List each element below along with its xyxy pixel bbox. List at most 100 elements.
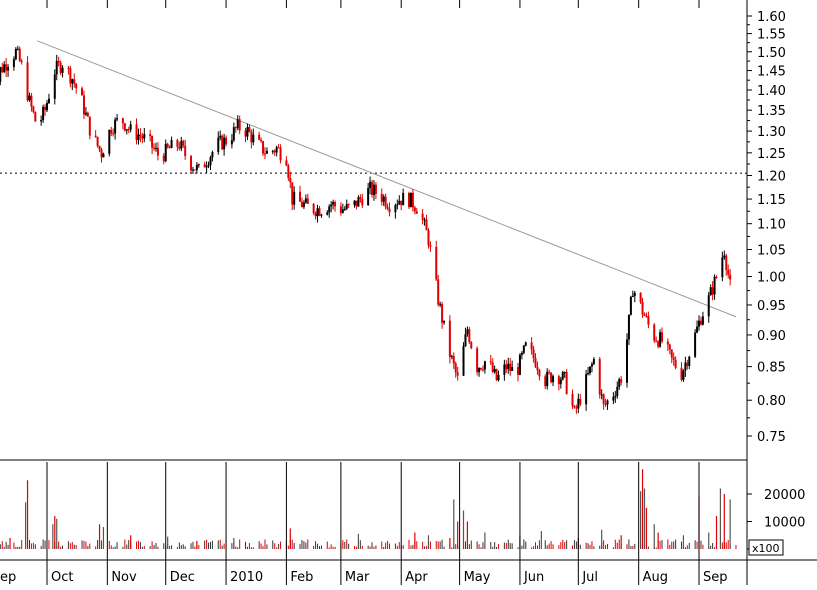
price-body (536, 366, 539, 371)
price-body (614, 396, 617, 398)
price-body (141, 136, 144, 139)
price-body (3, 64, 6, 72)
price-body (248, 127, 251, 132)
price-body (318, 208, 321, 216)
price-body (427, 230, 430, 246)
price-body (398, 200, 401, 205)
price-body (516, 367, 519, 375)
price-body (565, 372, 568, 394)
price-body (577, 398, 580, 409)
price-body (552, 376, 555, 383)
price-body (73, 79, 76, 84)
price-body (409, 192, 412, 208)
price-body (466, 329, 469, 335)
price-body (661, 332, 664, 342)
price-body (369, 181, 372, 189)
price-body (287, 165, 290, 179)
price-body (225, 137, 228, 145)
price-body (197, 164, 200, 166)
price-tick-label: 0.85 (757, 361, 786, 376)
price-body (121, 118, 124, 124)
price-body (20, 60, 23, 63)
price-body (503, 364, 506, 375)
price-body (30, 95, 33, 107)
price-body (293, 191, 296, 205)
price-body (550, 372, 553, 383)
price-body (217, 137, 220, 153)
price-body (304, 198, 307, 203)
price-body (184, 145, 187, 157)
price-body (653, 324, 656, 341)
price-body (246, 127, 249, 137)
price-body (386, 206, 389, 209)
price-body (359, 197, 362, 200)
price-body (491, 362, 494, 372)
price-body (423, 219, 426, 221)
time-tick-label: Jun (523, 570, 544, 585)
price-body (627, 314, 630, 340)
price-body (250, 131, 253, 143)
price-body (680, 367, 683, 380)
price-body (127, 129, 130, 131)
price-body (548, 371, 551, 373)
price-body (316, 208, 319, 217)
price-tick-label: 1.60 (757, 10, 786, 25)
price-body (725, 255, 728, 270)
price-body (312, 203, 315, 214)
price-body (203, 164, 206, 168)
price-body (563, 372, 566, 374)
price-body (285, 160, 288, 166)
price-body (75, 83, 78, 89)
price-body (55, 60, 58, 75)
price-body (306, 198, 309, 204)
time-tick-label: Feb (290, 570, 313, 585)
price-body (625, 339, 628, 383)
price-body (587, 373, 590, 375)
price-body (493, 369, 496, 372)
price-body (606, 400, 609, 405)
price-body (182, 140, 185, 146)
price-body (271, 150, 274, 152)
price-body (699, 320, 702, 325)
price-body (524, 342, 527, 346)
price-body (44, 106, 47, 111)
price-body (236, 119, 239, 129)
price-body (497, 374, 500, 381)
price-body (112, 133, 115, 135)
price-body (464, 334, 467, 347)
price-body (382, 196, 385, 202)
price-body (230, 140, 233, 145)
price-body (151, 135, 154, 148)
price-body (629, 296, 632, 315)
price-body (713, 276, 716, 295)
price-tick-label: 1.55 (757, 28, 786, 43)
price-body (273, 150, 276, 153)
price-body (207, 165, 210, 167)
price-body (59, 62, 62, 73)
price-body (86, 112, 89, 117)
price-body (108, 129, 111, 154)
price-body (452, 356, 455, 364)
price-body (330, 204, 333, 207)
price-body (571, 393, 574, 407)
price-body (345, 204, 348, 209)
price-body (291, 182, 294, 205)
price-body (476, 348, 479, 373)
time-tick-label: Apr (405, 570, 428, 585)
price-body (557, 376, 560, 385)
price-body (299, 191, 302, 202)
price-body (600, 394, 603, 396)
price-tick-label: 1.25 (757, 147, 786, 162)
price-body (534, 358, 537, 367)
price-body (618, 379, 621, 387)
time-tick-label: ep (0, 570, 16, 585)
price-body (7, 67, 10, 71)
price-body (84, 112, 87, 115)
price-body (478, 367, 481, 373)
price-body (190, 156, 193, 171)
price-body (328, 206, 331, 213)
price-body (522, 345, 525, 353)
